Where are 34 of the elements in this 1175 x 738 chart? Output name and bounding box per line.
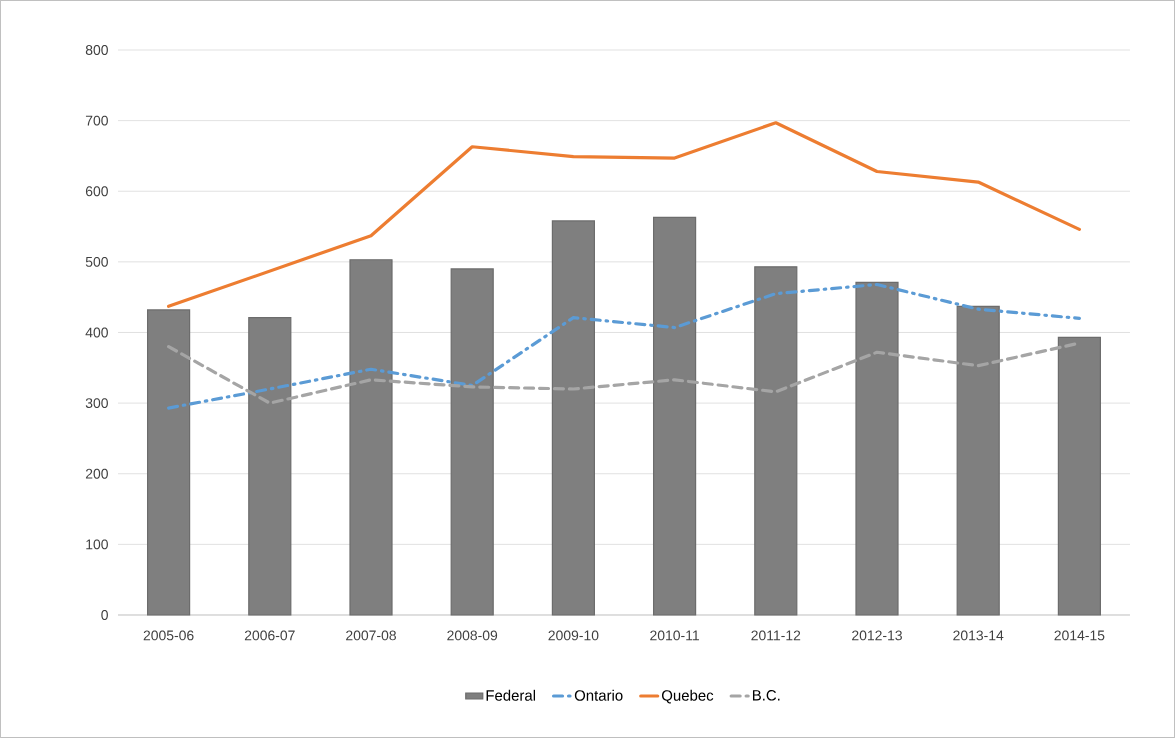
bar: [855, 281, 899, 616]
bar: [349, 259, 393, 616]
x-tick-label: 2014-15: [1054, 630, 1105, 641]
y-tick-label: 100: [86, 539, 108, 550]
y-tick-label: 800: [85, 45, 108, 55]
x-tick-label: 2013-14: [953, 630, 1004, 641]
legend-label: B.C.: [752, 690, 780, 701]
bar: [754, 266, 798, 616]
x-tick-label: 2011-12: [751, 630, 801, 641]
y-tick-label: 500: [85, 256, 108, 267]
y-tick-label: 200: [85, 468, 108, 479]
y-tick-label: 300: [85, 398, 108, 409]
x-tick-label: 2008-09: [447, 630, 498, 641]
x-tick-label: 2007-08: [346, 630, 396, 641]
y-tick-label: 700: [85, 115, 108, 126]
bar: [450, 268, 494, 616]
bar: [248, 317, 292, 616]
legend-label: Quebec: [662, 689, 714, 704]
legend-label: Federal: [486, 689, 536, 701]
x-tick-label: 2012-13: [852, 630, 902, 641]
y-tick-label: 600: [85, 186, 108, 197]
x-tick-label: 2009-10: [548, 630, 599, 641]
x-tick-label: 2010-11: [650, 630, 699, 641]
line-series: [167, 282, 1081, 410]
x-tick-label: 2005-06: [143, 630, 194, 641]
y-tick-label: 400: [85, 327, 108, 338]
bar: [147, 309, 191, 616]
bar: [653, 216, 697, 616]
legend-label: Ontario: [574, 689, 623, 701]
bar: [551, 220, 595, 616]
bar: [956, 305, 1000, 616]
bar: [1057, 336, 1101, 616]
y-tick-label: 0: [101, 610, 108, 620]
x-tick-label: 2006-07: [244, 630, 295, 641]
